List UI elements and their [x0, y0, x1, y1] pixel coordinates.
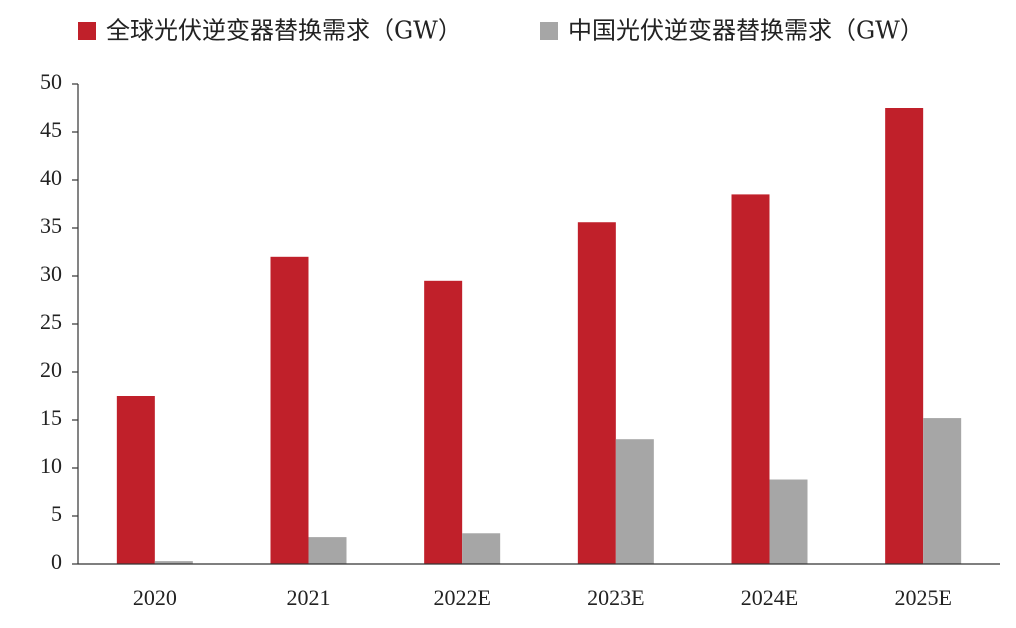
legend-label: 中国光伏逆变器替换需求（GW） — [568, 17, 924, 45]
x-tick-label: 2023E — [587, 585, 644, 610]
bar — [270, 256, 309, 564]
bar — [462, 533, 501, 564]
bar — [577, 222, 616, 565]
bar — [885, 108, 924, 564]
legend-label: 全球光伏逆变器替换需求（GW） — [106, 17, 462, 45]
bar — [154, 561, 193, 564]
legend-swatch — [78, 22, 96, 40]
y-tick-label: 50 — [40, 69, 62, 94]
y-tick-label: 20 — [40, 357, 62, 382]
y-tick-label: 10 — [40, 453, 62, 478]
y-tick-label: 35 — [40, 213, 62, 238]
y-tick-label: 25 — [40, 309, 62, 334]
bar — [731, 194, 770, 564]
x-tick-label: 2025E — [894, 585, 951, 610]
bar — [424, 280, 463, 564]
y-tick-label: 0 — [51, 549, 62, 574]
legend-swatch — [540, 22, 558, 40]
x-tick-label: 2020 — [133, 585, 177, 610]
y-tick-label: 45 — [40, 117, 62, 142]
x-tick-label: 2024E — [741, 585, 798, 610]
y-tick-label: 5 — [51, 501, 62, 526]
bar — [116, 396, 155, 564]
y-tick-label: 15 — [40, 405, 62, 430]
y-tick-label: 30 — [40, 261, 62, 286]
bar — [308, 537, 347, 564]
x-tick-label: 2021 — [287, 585, 331, 610]
x-tick-label: 2022E — [433, 585, 490, 610]
legend: 全球光伏逆变器替换需求（GW） 中国光伏逆变器替换需求（GW） — [78, 17, 924, 45]
bar — [923, 418, 962, 564]
bar — [769, 479, 808, 564]
bar — [615, 439, 654, 564]
y-tick-label: 40 — [40, 165, 62, 190]
